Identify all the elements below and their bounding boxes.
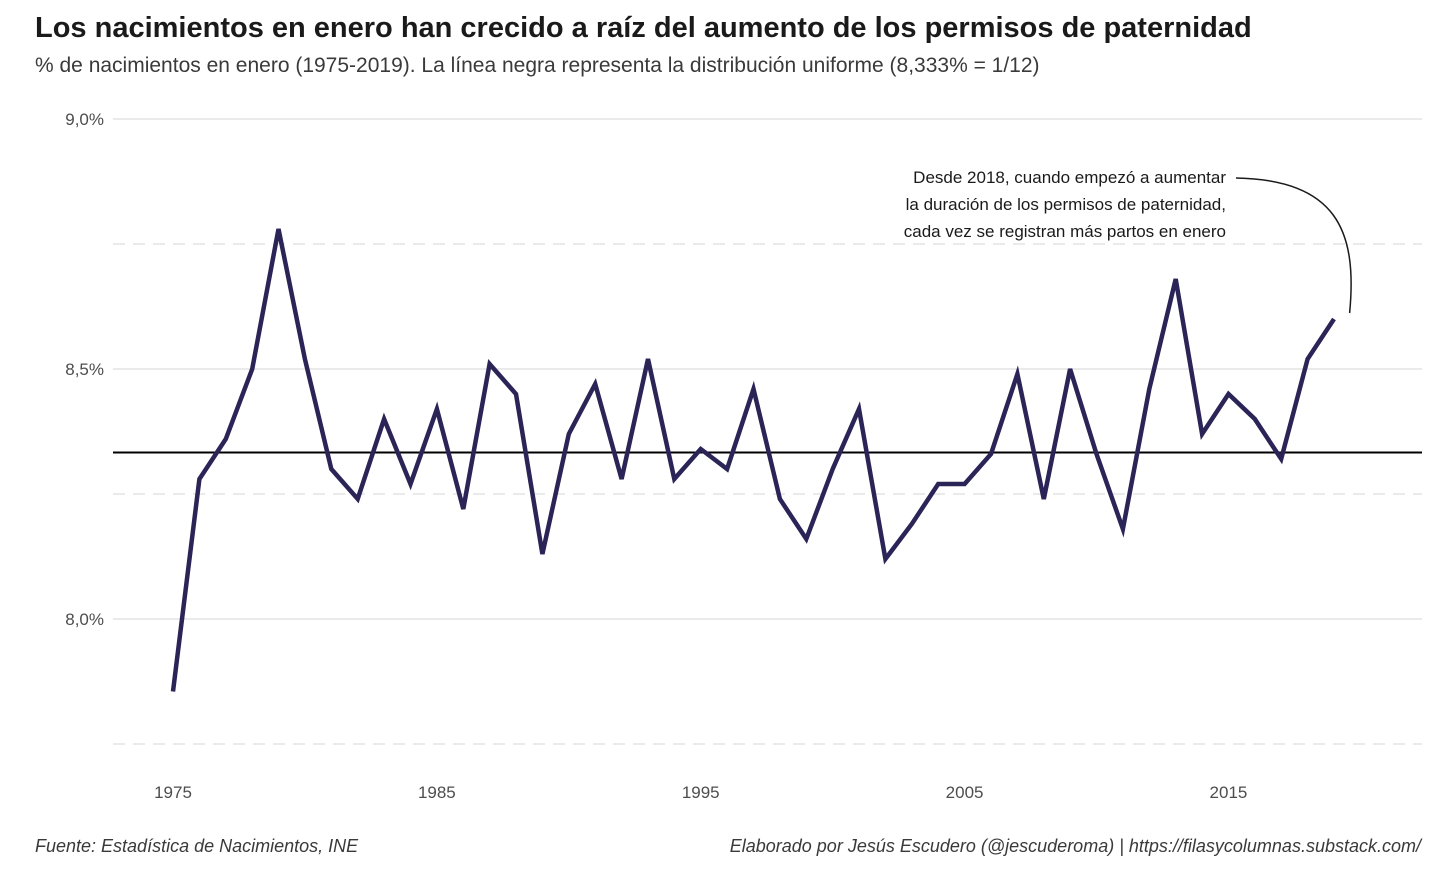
annotation: Desde 2018, cuando empezó a aumentar la … bbox=[904, 168, 1352, 314]
x-tick-label: 2015 bbox=[1210, 783, 1248, 802]
chart-title: Los nacimientos en enero han crecido a r… bbox=[35, 12, 1252, 44]
series-line bbox=[170, 228, 1336, 692]
x-tick-label: 1995 bbox=[682, 783, 720, 802]
x-tick-label: 1985 bbox=[418, 783, 456, 802]
y-tick-label: 8,0% bbox=[65, 610, 104, 629]
major-gridlines bbox=[113, 118, 1422, 620]
chart-subtitle: % de nacimientos en enero (1975-2019). L… bbox=[35, 54, 1040, 77]
minor-gridlines bbox=[113, 243, 1422, 745]
author-caption: Elaborado por Jesús Escudero (@jescudero… bbox=[729, 836, 1421, 856]
annotation-line-2: la duración de los permisos de paternida… bbox=[906, 195, 1226, 214]
x-tick-label: 2005 bbox=[946, 783, 984, 802]
x-tick-label: 1975 bbox=[154, 783, 192, 802]
series-group bbox=[170, 228, 1336, 692]
annotation-line-1: Desde 2018, cuando empezó a aumentar bbox=[913, 168, 1226, 187]
y-tick-label: 8,5% bbox=[65, 360, 104, 379]
x-axis-tick-labels: 1975 1985 1995 2005 2015 bbox=[154, 783, 1247, 802]
annotation-arrow bbox=[1235, 177, 1352, 314]
source-caption: Fuente: Estadística de Nacimientos, INE bbox=[35, 836, 359, 856]
y-axis-tick-labels: 8,0% 8,5% 9,0% bbox=[65, 110, 104, 629]
annotation-line-3: cada vez se registran más partos en ener… bbox=[904, 222, 1226, 241]
y-tick-label: 9,0% bbox=[65, 110, 104, 129]
